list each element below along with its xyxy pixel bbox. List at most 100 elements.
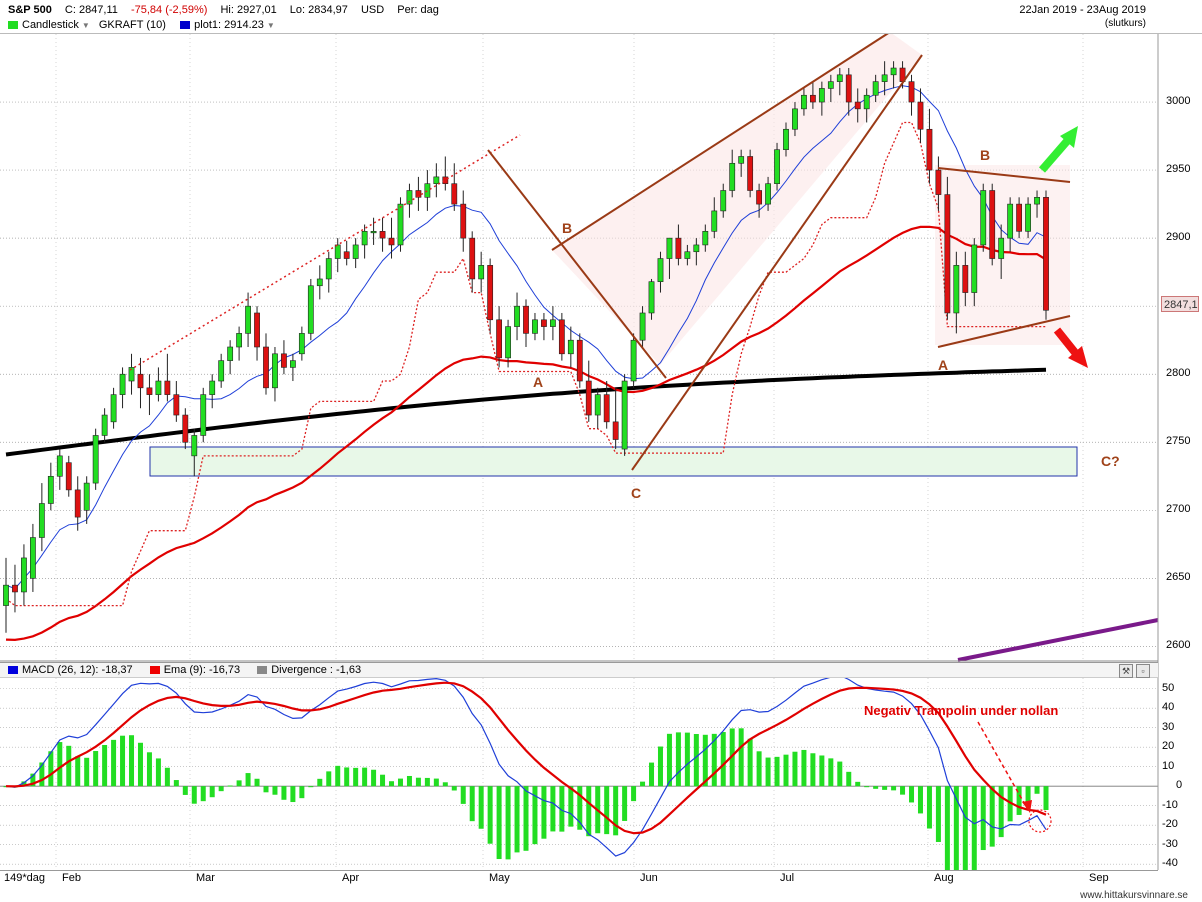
candle — [245, 292, 251, 347]
divergence-bar — [415, 777, 421, 787]
divergence-bar — [541, 786, 547, 839]
candle — [989, 183, 996, 266]
divergence-bar — [371, 769, 377, 787]
candle — [281, 340, 287, 375]
divergence-bar — [989, 786, 995, 847]
symbol-label: S&P 500 — [8, 4, 52, 16]
candle — [164, 353, 171, 402]
candle — [1034, 190, 1040, 218]
window-icon[interactable]: ▫ — [1136, 664, 1150, 678]
divergence-bar — [693, 734, 699, 787]
divergence-bar — [191, 786, 197, 804]
candle — [908, 74, 915, 116]
divergence-bar — [532, 786, 538, 845]
candle — [702, 224, 709, 252]
divergence-bar — [209, 786, 215, 798]
last-price-label: 2847,1 — [1161, 296, 1199, 312]
candle — [146, 374, 153, 416]
wave-label-b1: B — [562, 220, 573, 236]
divergence-bar — [254, 778, 260, 787]
chevron-down-icon[interactable]: ▼ — [266, 21, 275, 30]
wave-label-c1: C — [631, 485, 642, 501]
candle — [334, 238, 341, 273]
divergence-bar — [640, 781, 646, 787]
candles — [3, 61, 1049, 633]
wrench-icon[interactable]: ⚒ — [1119, 664, 1133, 678]
candle — [29, 523, 36, 592]
candle — [263, 333, 269, 395]
candle — [505, 319, 511, 368]
candle — [469, 231, 476, 293]
candle — [424, 170, 431, 211]
high-value: Hi: 2927,01 — [220, 4, 277, 16]
divergence-bar — [362, 767, 368, 787]
price-tick-label: 2800 — [1166, 367, 1191, 380]
divergence-bar — [980, 786, 986, 851]
candle — [558, 312, 565, 361]
interval-label: 149*dag — [4, 872, 45, 884]
trampolin-pointer — [977, 721, 1052, 833]
divergence-bar — [30, 773, 36, 787]
divergence-bar — [478, 786, 484, 829]
candle — [818, 81, 825, 116]
divergence-bar — [218, 786, 224, 792]
divergence-bar — [164, 767, 170, 787]
divergence-bar — [129, 735, 135, 787]
divergence-bar — [57, 742, 63, 787]
wave-label-b2: B — [980, 147, 991, 163]
candle — [863, 88, 870, 123]
candle — [236, 326, 243, 361]
chart-header: S&P 500 C: 2847,11 -75,84 (-2,59%) Hi: 2… — [0, 0, 1202, 34]
divergence-bar — [873, 786, 879, 789]
divergence-bar — [1043, 786, 1049, 811]
candle — [1043, 190, 1049, 320]
price-tick-label: 2650 — [1166, 571, 1191, 584]
divergence-bar — [738, 728, 744, 787]
candle — [523, 299, 529, 347]
candle — [218, 353, 225, 388]
candle — [191, 428, 198, 477]
ema-swatch — [149, 666, 160, 675]
legend-candlestick[interactable]: Candlestick — [22, 19, 79, 31]
candle — [612, 387, 619, 450]
candle — [182, 408, 189, 450]
candle — [460, 190, 467, 252]
divergence-bar — [75, 756, 81, 787]
divergence-bar — [702, 734, 708, 787]
divergence-bar — [998, 786, 1004, 838]
divergence-bar — [442, 782, 448, 787]
support-zone — [149, 446, 1078, 477]
macd-tick-label: 0 — [1176, 779, 1183, 792]
divergence-bar — [433, 778, 439, 787]
candle — [128, 353, 135, 395]
candle — [361, 224, 368, 259]
divergence-bar — [173, 780, 179, 787]
candle — [890, 61, 897, 89]
low-value: Lo: 2834,97 — [289, 4, 348, 16]
divergence-bar — [944, 786, 950, 873]
candle — [397, 197, 404, 252]
divergence-bar — [720, 732, 726, 787]
candle — [881, 61, 888, 96]
legend-gkraft[interactable]: GKRAFT (10) — [98, 19, 166, 31]
divergence-bar — [281, 786, 287, 800]
divergence-bar — [505, 786, 511, 860]
legend-plot1[interactable]: plot1: 2914.23 — [194, 19, 264, 31]
divergence-bar — [93, 751, 99, 787]
candle — [953, 251, 960, 334]
divergence-bar — [926, 786, 932, 829]
candle — [47, 462, 54, 511]
macd-tick-label: 10 — [1162, 759, 1175, 772]
candle — [289, 353, 296, 382]
chevron-down-icon[interactable]: ▼ — [81, 21, 90, 30]
candle — [917, 88, 924, 143]
candle — [944, 176, 951, 320]
macd-tick-label: 30 — [1162, 720, 1175, 733]
ma-short-line — [5, 85, 1047, 590]
candle — [532, 312, 538, 341]
channel-lower — [631, 54, 923, 471]
candle — [137, 357, 144, 409]
divergence-bar — [120, 735, 126, 787]
trailing-stop-line — [5, 121, 1046, 607]
divergence-bar — [21, 781, 27, 787]
